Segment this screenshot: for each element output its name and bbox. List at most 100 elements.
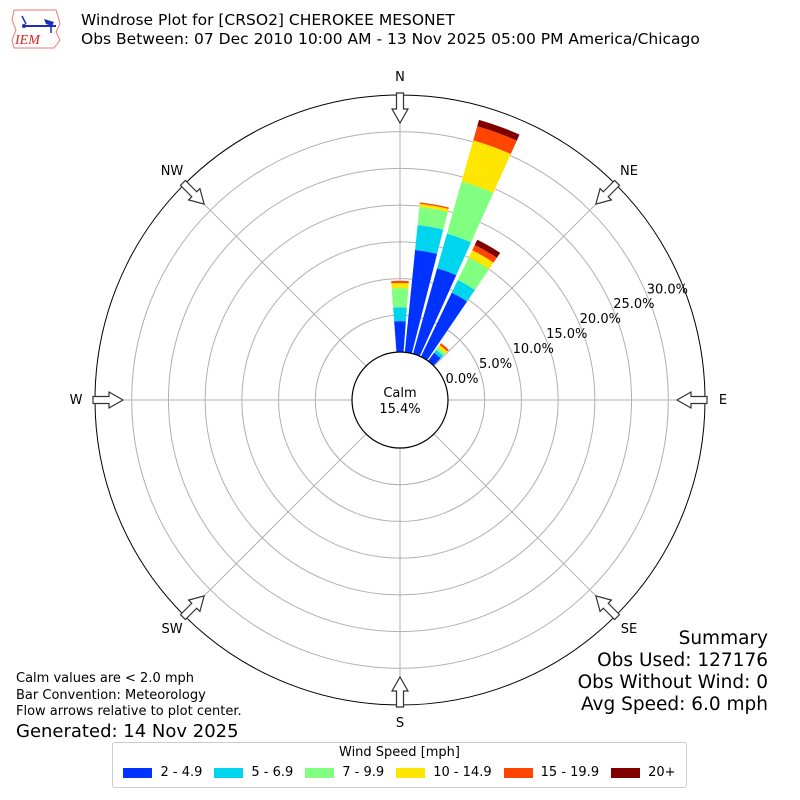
flow-arrow-icon (390, 675, 410, 708)
title-line-2: Obs Between: 07 Dec 2010 10:00 AM - 13 N… (81, 30, 700, 48)
direction-label-s: S (396, 716, 404, 731)
legend-item: 2 - 4.9 (123, 765, 202, 780)
legend-swatch (503, 767, 533, 778)
grid-spoke (183, 433, 367, 617)
legend-swatch (305, 767, 335, 778)
legend-item: 5 - 6.9 (214, 765, 293, 780)
chart-title: Windrose Plot for [CRSO2] CHEROKEE MESON… (81, 11, 700, 49)
legend-item: 7 - 9.9 (305, 765, 384, 780)
flow-arrows (92, 92, 708, 708)
bar-segment (451, 280, 475, 302)
notes: Calm values are < 2.0 mph Bar Convention… (16, 671, 242, 743)
legend-item: 20+ (611, 765, 676, 780)
radial-tick-label: 30.0% (647, 282, 688, 297)
bar-segment (404, 249, 438, 354)
bar-segment (437, 233, 471, 276)
bar-segment (434, 349, 444, 359)
grid-ring (167, 167, 633, 633)
svg-text:IEM: IEM (14, 33, 41, 48)
bar-segment (461, 140, 511, 193)
calm-note: Calm values are < 2.0 mph (16, 671, 195, 686)
bar-segment (394, 321, 406, 353)
direction-label-e: E (719, 393, 727, 408)
flow-arrow-icon (390, 92, 410, 125)
bar-segment (437, 344, 448, 354)
direction-label-ne: NE (620, 164, 638, 179)
bar-segment (420, 292, 468, 361)
bar-segment (391, 288, 409, 308)
bar-segment (391, 280, 409, 284)
flow-arrow-icon (179, 595, 205, 621)
legend-swatch (214, 767, 244, 778)
legend-label: 20+ (648, 765, 676, 780)
bar-segment (439, 343, 449, 352)
legend-label: 7 - 9.9 (342, 765, 385, 780)
flow-arrow-icon (92, 390, 125, 410)
bar-segment (472, 244, 497, 263)
direction-label-sw: SW (161, 622, 182, 637)
legend: Wind Speed [mph] 2 - 4.9 5 - 6.9 7 - 9.9 10… (112, 742, 687, 788)
bar-segment (393, 307, 407, 322)
summary-box: Summary Obs Used: 127176 Obs Without Win… (578, 628, 768, 716)
bar-segment (457, 257, 490, 290)
flow-arrow-icon (595, 179, 621, 205)
direction-label-nw: NW (161, 164, 184, 179)
axis-labels: N NE E SE S SW W NW 0.0%5.0%10.0%15.0%20.0%25.0%… (70, 70, 728, 731)
radial-tick-label: 20.0% (580, 312, 621, 327)
flow-arrow-icon (179, 179, 205, 205)
title-line-1: Windrose Plot for [CRSO2] CHEROKEE MESON… (81, 11, 455, 29)
direction-label-w: W (70, 393, 83, 408)
legend-title: Wind Speed [mph] (339, 745, 460, 760)
bar-segment (477, 119, 520, 141)
legend-swatch (611, 767, 641, 778)
radial-tick-label: 25.0% (613, 297, 654, 312)
bar-segment (436, 347, 446, 356)
grid-spoke (183, 183, 367, 367)
legend-label: 5 - 6.9 (251, 765, 294, 780)
bar-segment (417, 206, 448, 230)
calm-circle (351, 351, 449, 449)
bar-segment (428, 352, 441, 366)
grid-ring (204, 204, 596, 596)
legend-items: 2 - 4.9 5 - 6.9 7 - 9.9 10 - 14.9 15 - 19.9 2… (113, 765, 686, 780)
bar-segment (419, 203, 449, 212)
bar-segment (415, 225, 444, 254)
legend-label: 10 - 14.9 (433, 765, 492, 780)
flow-arrow-icon (675, 390, 708, 410)
grid-spoke (433, 433, 617, 617)
avg-speed: Avg Speed: 6.0 mph (580, 694, 768, 715)
bar-segment (473, 126, 517, 155)
calm-label: Calm (383, 386, 416, 401)
radial-tick-label: 0.0% (446, 372, 479, 387)
direction-label-se: SE (621, 622, 637, 637)
wind-bars (391, 119, 520, 366)
legend-swatch (396, 767, 426, 778)
bar-convention-note: Bar Convention: Meteorology (16, 687, 206, 703)
legend-label: 2 - 4.9 (160, 765, 203, 780)
legend-swatch (123, 767, 153, 778)
grid-ring (278, 278, 522, 522)
radial-tick-label: 15.0% (546, 327, 587, 342)
radial-tick-label: 10.0% (513, 342, 554, 357)
legend-label: 15 - 19.9 (540, 765, 600, 780)
summary-title: Summary (678, 628, 768, 649)
calm-value: 15.4% (379, 402, 420, 417)
bar-segment (446, 181, 494, 243)
grid-ring (241, 241, 559, 559)
direction-label-n: N (395, 70, 405, 85)
flow-arrow-icon (595, 595, 621, 621)
grid-spoke (433, 183, 617, 367)
obs-without-wind: Obs Without Wind: 0 (577, 672, 768, 693)
legend-item: 15 - 19.9 (503, 765, 600, 780)
bar-segment (474, 239, 501, 258)
iem-logo: IEM (4, 6, 64, 52)
bar-segment (419, 202, 449, 210)
flow-note: Flow arrows relative to plot center. (16, 704, 242, 719)
legend-item: 10 - 14.9 (396, 765, 492, 780)
bar-segment (468, 250, 494, 270)
bar-segment (391, 282, 409, 289)
grid-ring (131, 131, 669, 669)
radial-tick-label: 5.0% (479, 357, 512, 372)
